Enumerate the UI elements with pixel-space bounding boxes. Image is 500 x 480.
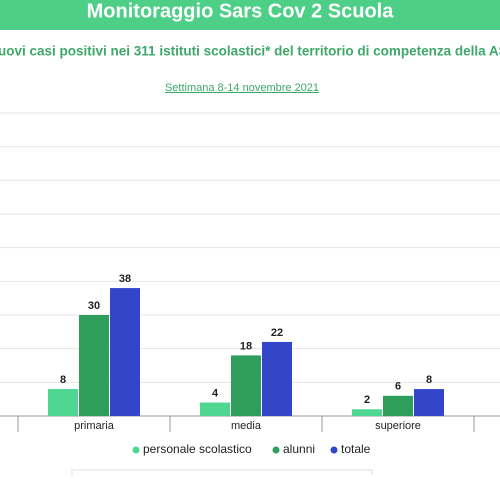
value-label: 18 <box>240 340 252 352</box>
bar <box>414 389 444 416</box>
value-label: 22 <box>271 327 283 339</box>
x-tick-label: media <box>231 420 262 432</box>
legend-label: personale scolastico <box>143 442 252 456</box>
x-tick-label: primaria <box>74 420 115 432</box>
legend-marker <box>272 446 280 454</box>
value-label: 6 <box>395 381 401 393</box>
footer-box <box>71 469 373 480</box>
legend-label: alunni <box>283 442 315 456</box>
bar <box>262 341 292 416</box>
bar <box>48 389 78 416</box>
value-label: 38 <box>119 273 131 285</box>
value-label: 8 <box>60 374 66 386</box>
chart-subtitle: uovi casi positivi nei 311 istituti scol… <box>0 44 500 59</box>
value-label: 4 <box>212 387 219 399</box>
bar <box>231 355 261 416</box>
value-label: 8 <box>426 374 432 386</box>
bar <box>383 395 413 416</box>
legend-label: totale <box>341 442 371 456</box>
period-label: Settimana 8-14 novembre 2021 <box>165 82 319 94</box>
value-label: 2 <box>364 394 370 406</box>
x-tick-label: superiore <box>375 420 421 432</box>
bar <box>200 402 230 416</box>
header-bar <box>0 0 500 30</box>
bar <box>352 409 382 416</box>
legend-marker <box>132 446 140 454</box>
value-label: 30 <box>88 300 100 312</box>
chart-title: Monitoraggio Sars Cov 2 Scuola <box>87 0 395 22</box>
bar <box>110 288 140 416</box>
bar <box>79 315 109 416</box>
legend-marker <box>330 446 338 454</box>
